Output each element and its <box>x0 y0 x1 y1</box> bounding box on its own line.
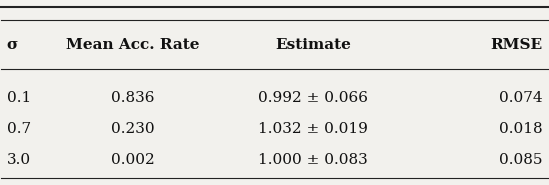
Text: 0.074: 0.074 <box>498 91 542 105</box>
Text: 1.000 ± 0.083: 1.000 ± 0.083 <box>258 153 368 167</box>
Text: 0.230: 0.230 <box>111 122 154 136</box>
Text: 0.1: 0.1 <box>7 91 31 105</box>
Text: σ: σ <box>7 38 18 52</box>
Text: 0.7: 0.7 <box>7 122 31 136</box>
Text: 0.836: 0.836 <box>111 91 154 105</box>
Text: Mean Acc. Rate: Mean Acc. Rate <box>66 38 199 52</box>
Text: 3.0: 3.0 <box>7 153 31 167</box>
Text: 1.032 ± 0.019: 1.032 ± 0.019 <box>258 122 368 136</box>
Text: 0.992 ± 0.066: 0.992 ± 0.066 <box>257 91 368 105</box>
Text: 0.085: 0.085 <box>498 153 542 167</box>
Text: 0.018: 0.018 <box>498 122 542 136</box>
Text: RMSE: RMSE <box>490 38 542 52</box>
Text: Estimate: Estimate <box>275 38 351 52</box>
Text: 0.002: 0.002 <box>110 153 154 167</box>
